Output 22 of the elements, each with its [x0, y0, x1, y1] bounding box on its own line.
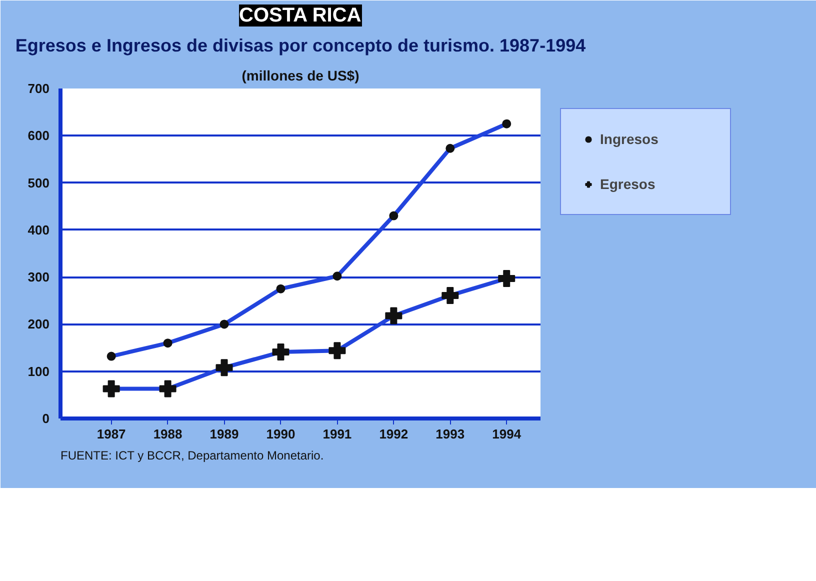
x-tick-label: 1988 — [153, 426, 182, 442]
x-tick-label: 1993 — [436, 426, 465, 442]
x-tick-label: 1994 — [492, 426, 522, 442]
x-tick-label: 1991 — [322, 426, 352, 442]
text: (millones de US$) — [242, 68, 360, 84]
chart-title: COSTA RICA — [239, 4, 362, 26]
y-tick-label: 500 — [28, 175, 50, 190]
y-tick-label: 100 — [28, 364, 50, 379]
y-tick-label: 600 — [28, 128, 50, 144]
y-tick-label: 700 — [28, 81, 50, 96]
source-note: FUENTE: ICT y BCCR, Departamento Monetario. — [60, 448, 324, 462]
x-tick-label: 1987 — [96, 426, 126, 442]
x-tick-label: 1990 — [266, 426, 296, 442]
y-tick-label: 200 — [28, 316, 50, 332]
x-tick-label: 1989 — [210, 426, 239, 442]
y-tick-label: 300 — [28, 270, 50, 285]
y-tick-label: 0 — [42, 411, 50, 426]
legend-label: Ingresos — [600, 131, 660, 147]
legend-label: Egresos — [600, 176, 656, 192]
y-tick-label: 400 — [28, 222, 50, 238]
chart-subtitle: Egresos e Ingresos de divisas por concepto de turismo. 1987-1994 — [15, 36, 586, 56]
x-tick-label: 1992 — [379, 426, 408, 442]
